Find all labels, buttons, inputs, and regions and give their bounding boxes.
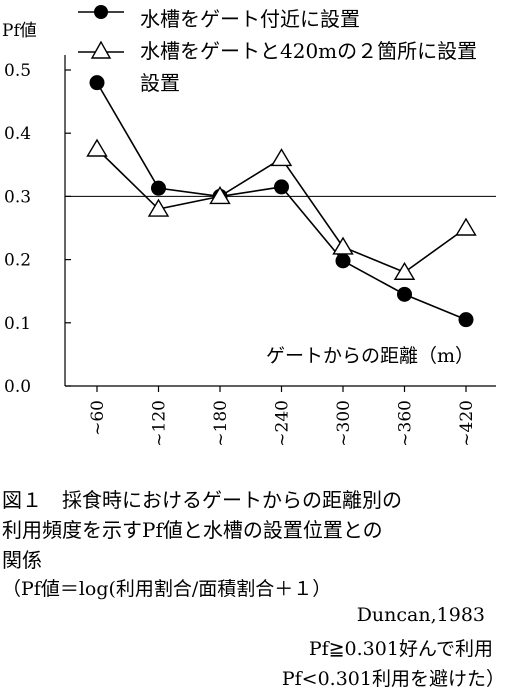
x-axis-label: ゲートからの距離（m） xyxy=(266,345,474,367)
x-tick-label: ~120 xyxy=(150,400,170,447)
y-tick-label: 0.5 xyxy=(4,61,31,81)
x-tick-label: ~420 xyxy=(457,400,477,447)
x-tick-label: ~180 xyxy=(211,400,231,447)
caption-line-7: Pf<0.301利用を避けた） xyxy=(281,668,505,690)
legend-label-series-2-line2: 設置 xyxy=(140,71,180,95)
legend: 水槽をゲート付近に設置 水槽をゲートと420mの２箇所に設置 設置 xyxy=(78,5,477,95)
data-point-triangle xyxy=(86,138,108,157)
data-point-circle xyxy=(397,286,412,302)
caption-line-3: 関係 xyxy=(2,548,42,572)
x-tick-label: ~60 xyxy=(88,400,108,436)
y-tick-label: 0.4 xyxy=(4,124,31,144)
data-point-triangle xyxy=(147,198,170,217)
data-point-triangle xyxy=(209,186,231,205)
caption-line-2: 利用頻度を示すPf値と水槽の設置位置との xyxy=(2,518,383,542)
data-point-triangle xyxy=(270,148,293,167)
data-point-triangle xyxy=(393,261,416,280)
caption-line-6: Pf≧0.301好んで利用 xyxy=(308,638,493,660)
y-axis-label: Pf値 xyxy=(2,21,37,41)
legend-marker-circle xyxy=(94,5,108,19)
legend-marker-triangle xyxy=(90,40,112,59)
legend-label-series-2: 水槽をゲートと420mの２箇所に設置 xyxy=(140,39,477,63)
x-tick-label: ~240 xyxy=(273,400,293,447)
data-point-triangle xyxy=(332,236,354,255)
data-point-circle xyxy=(89,75,105,91)
data-point-circle xyxy=(274,179,289,195)
caption-line-1: 図１ 採食時におけるゲートからの距離別の xyxy=(2,488,402,512)
data-point-circle xyxy=(151,180,166,196)
caption-line-4: （Pf値＝log(利用割合/面積割合＋１） xyxy=(2,578,332,600)
legend-label-series-1: 水槽をゲート付近に設置 xyxy=(140,7,360,31)
x-tick-label: ~360 xyxy=(396,400,416,447)
data-point-circle xyxy=(458,312,474,328)
y-tick-label: 0.3 xyxy=(4,187,31,207)
x-tick-label: ~300 xyxy=(334,400,354,447)
data-point-circle xyxy=(335,253,351,269)
caption-line-5: Duncan,1983 xyxy=(356,604,485,626)
y-tick-label: 0.0 xyxy=(4,377,31,397)
data-point-triangle xyxy=(455,217,477,236)
chart: Pf値 ゲートからの距離（m） 0.0 0.1 0.2 0.3 0.4 0.5 ~60 ~1… xyxy=(2,5,496,447)
y-tick-label: 0.2 xyxy=(4,251,31,271)
y-tick-label: 0.1 xyxy=(4,314,31,334)
series-line-1 xyxy=(96,82,467,321)
